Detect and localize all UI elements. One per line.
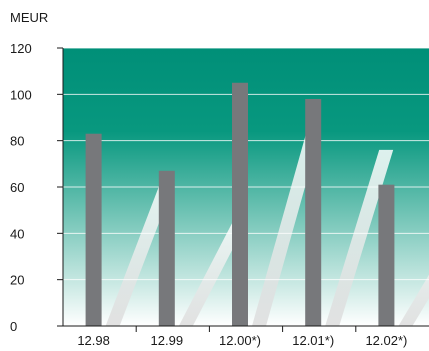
y-tick-label: 40 [10,226,24,241]
bar-stripe [252,133,320,326]
bar-stripe [105,184,174,326]
decorative-stripes [105,133,429,326]
y-tick-label: 80 [10,134,24,149]
y-tick-label: 60 [10,180,24,195]
x-tick-label: 12.02*) [365,333,407,348]
y-tick-label: 0 [10,319,17,334]
bar [378,184,395,326]
y-tick-label: 100 [10,87,32,102]
y-unit-label: MEUR [10,10,48,25]
x-tick-label: 12.98 [77,333,110,348]
bar [305,98,322,326]
bars [85,82,395,326]
y-tick-label: 120 [10,41,32,56]
bar [232,82,248,326]
x-axis: 12.98 12.99 12.00*) 12.01*) 12.02*) [63,325,429,348]
x-tick-label: 12.01*) [292,333,334,348]
y-tick-label: 20 [10,273,24,288]
bar-stripe [398,274,429,326]
bar [85,133,102,326]
bar-stripe [325,149,394,326]
y-axis: 0 20 40 60 80 100 120 [10,41,64,334]
x-tick-label: 12.00*) [219,333,261,348]
bar-stripe [178,221,247,326]
bar [158,170,175,326]
x-tick-label: 12.99 [151,333,184,348]
